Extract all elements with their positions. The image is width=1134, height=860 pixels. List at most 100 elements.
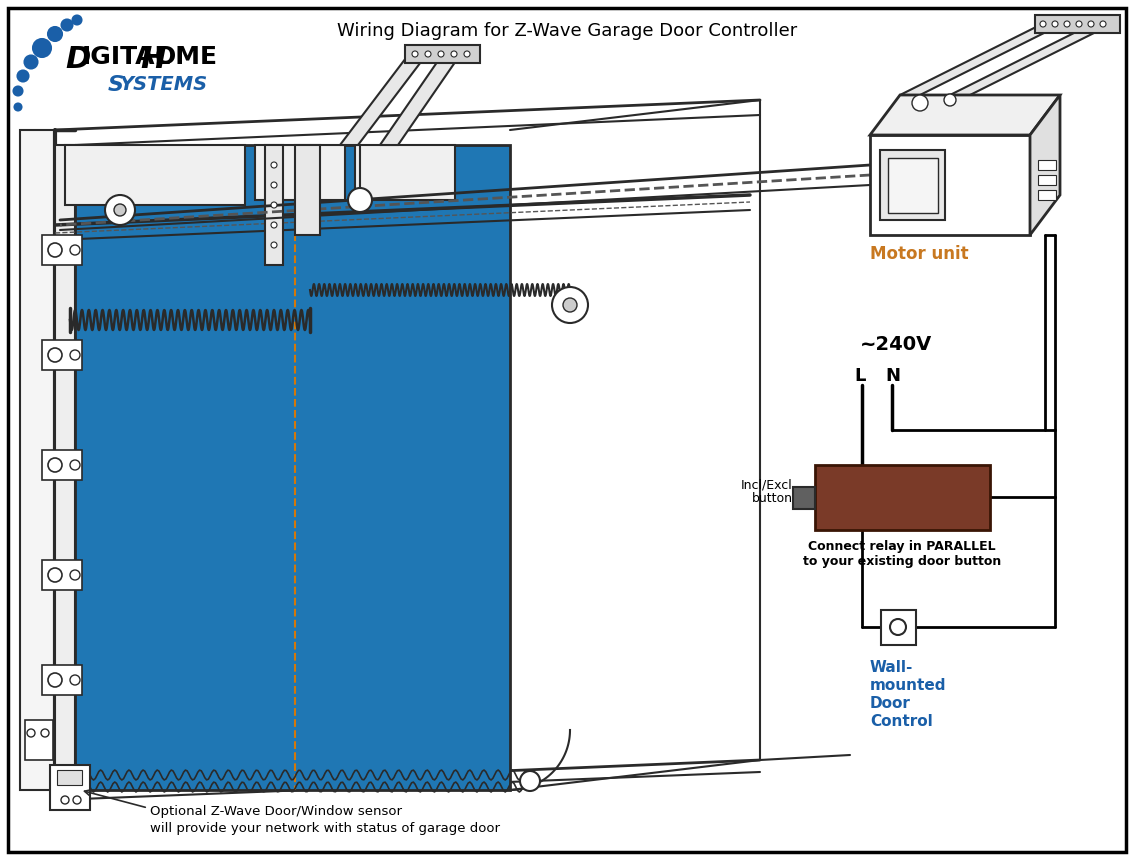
Circle shape [48, 458, 62, 472]
Circle shape [70, 245, 81, 255]
Circle shape [438, 51, 445, 57]
Text: will provide your network with status of garage door: will provide your network with status of… [150, 822, 500, 835]
Circle shape [115, 204, 126, 216]
Bar [42, 235, 82, 265]
Text: IGITAL: IGITAL [82, 45, 171, 69]
Circle shape [1040, 21, 1046, 27]
Circle shape [1088, 21, 1094, 27]
Circle shape [303, 156, 311, 164]
Circle shape [70, 460, 81, 470]
Circle shape [412, 51, 418, 57]
Text: YSTEMS: YSTEMS [120, 75, 209, 94]
Circle shape [1064, 21, 1070, 27]
Polygon shape [900, 25, 1060, 95]
Text: Door: Door [870, 696, 911, 711]
Circle shape [33, 39, 51, 57]
Bar [75, 145, 510, 790]
Circle shape [303, 168, 311, 176]
Circle shape [451, 51, 457, 57]
Text: Motor unit: Motor unit [870, 245, 968, 263]
Bar [81, 345, 191, 485]
Text: Connect relay in PARALLEL: Connect relay in PARALLEL [809, 540, 996, 553]
Bar [42, 665, 82, 695]
Text: Incl/Excl: Incl/Excl [742, 478, 793, 491]
Circle shape [14, 87, 23, 95]
Circle shape [15, 103, 22, 110]
Bar [405, 45, 480, 63]
Bar [315, 645, 415, 785]
Circle shape [48, 243, 62, 257]
Circle shape [61, 20, 73, 30]
Circle shape [48, 673, 62, 687]
Bar [42, 340, 82, 370]
Bar [315, 495, 415, 635]
Circle shape [73, 796, 81, 804]
Bar [200, 345, 305, 485]
Circle shape [1076, 21, 1082, 27]
Circle shape [521, 771, 540, 791]
Circle shape [41, 729, 49, 737]
Text: D: D [65, 45, 91, 74]
Text: to your existing door button: to your existing door button [803, 555, 1001, 568]
Circle shape [271, 202, 277, 208]
Bar [42, 450, 82, 480]
Circle shape [25, 56, 37, 69]
Circle shape [271, 222, 277, 228]
Circle shape [303, 216, 311, 224]
Bar [50, 765, 90, 810]
Bar [65, 145, 245, 205]
Circle shape [1100, 21, 1106, 27]
Text: Wall-: Wall- [870, 660, 913, 675]
Circle shape [48, 27, 62, 41]
Bar [200, 645, 305, 785]
Circle shape [271, 162, 277, 168]
Bar [1038, 190, 1056, 200]
Circle shape [61, 796, 69, 804]
Circle shape [70, 675, 81, 685]
Bar [20, 130, 56, 790]
Bar [425, 495, 505, 635]
Bar [295, 145, 320, 235]
Text: Optional Z-Wave Door/Window sensor: Optional Z-Wave Door/Window sensor [150, 805, 401, 818]
Circle shape [70, 350, 81, 360]
Polygon shape [1030, 95, 1060, 235]
Circle shape [17, 71, 28, 82]
Circle shape [70, 570, 81, 580]
Bar [425, 150, 505, 335]
Circle shape [464, 51, 469, 57]
Bar [888, 158, 938, 213]
Polygon shape [950, 30, 1100, 95]
Polygon shape [340, 50, 430, 145]
Bar [81, 645, 191, 785]
Polygon shape [380, 55, 460, 145]
Circle shape [271, 182, 277, 188]
Circle shape [271, 242, 277, 248]
Bar [355, 145, 455, 200]
Text: OME: OME [155, 45, 218, 69]
Circle shape [943, 94, 956, 106]
Text: mounted: mounted [870, 678, 947, 693]
Text: H: H [139, 45, 166, 74]
Text: button: button [752, 492, 793, 505]
Circle shape [105, 195, 135, 225]
Bar [425, 645, 505, 785]
Circle shape [48, 568, 62, 582]
Circle shape [303, 204, 311, 212]
Bar [880, 150, 945, 220]
Bar [81, 495, 191, 635]
Bar [815, 465, 990, 530]
Bar [881, 610, 916, 645]
Circle shape [425, 51, 431, 57]
Circle shape [562, 298, 577, 312]
Circle shape [912, 95, 928, 111]
Bar [200, 150, 305, 335]
Text: Control: Control [870, 714, 933, 729]
Circle shape [348, 188, 372, 212]
Circle shape [48, 348, 62, 362]
Bar [1038, 175, 1056, 185]
Text: L: L [854, 367, 865, 385]
Bar [315, 345, 415, 485]
Circle shape [27, 729, 35, 737]
Bar [265, 145, 284, 265]
Circle shape [73, 15, 82, 24]
